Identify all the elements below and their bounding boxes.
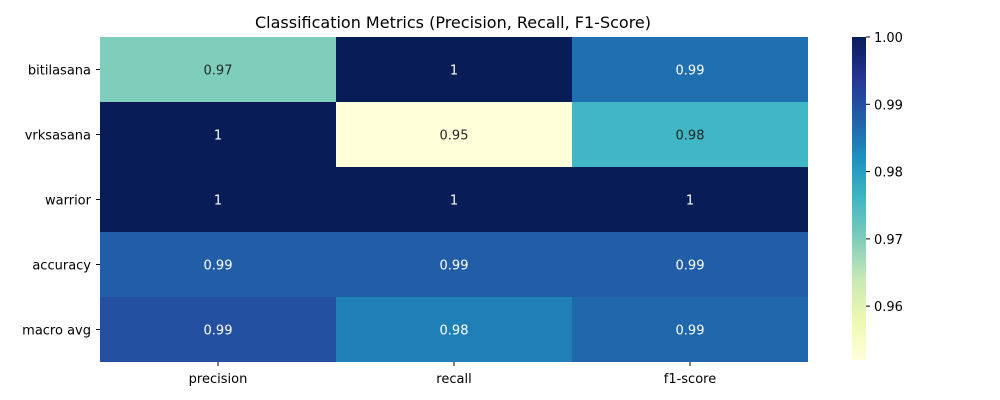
cell-value-label: 0.99 [204, 324, 233, 339]
cell-value-label: 1 [214, 129, 222, 144]
heatmap-cell [100, 37, 336, 102]
colorbar-tick-label: 0.96 [874, 300, 903, 315]
heatmap-cell [336, 37, 572, 102]
heatmap-cells: 0.97 1 0.99 1 0.95 0.98 1 1 1 0.99 0.99 0.99 0.99 0.9… [100, 37, 808, 362]
y-tick-label: warrior [45, 194, 92, 209]
cell-value-label: 0.99 [676, 324, 705, 339]
y-axis-ticks: bitilasana vrksasana warrior accuracy macro … [22, 64, 100, 339]
cell-value-label: 1 [450, 194, 458, 209]
y-tick-label: bitilasana [28, 64, 91, 79]
cell-value-label: 0.97 [204, 64, 233, 79]
cell-value-label: 1 [686, 194, 694, 209]
heatmap-cell [336, 102, 572, 167]
cell-value-label: 1 [450, 64, 458, 79]
x-tick-label: recall [436, 372, 471, 387]
cell-value-label: 0.98 [440, 324, 469, 339]
cell-value-label: 0.95 [440, 129, 469, 144]
colorbar-tick-label: 1.00 [874, 31, 903, 46]
cell-value-label: 0.99 [440, 259, 469, 274]
colorbar-tick-label: 0.99 [874, 98, 903, 113]
heatmap-cell [336, 167, 572, 232]
heatmap-cell [572, 102, 808, 167]
cell-value-label: 0.99 [204, 259, 233, 274]
colorbar-tick-label: 0.98 [874, 166, 903, 181]
colorbar-tick-label: 0.97 [874, 233, 903, 248]
x-tick-label: f1-score [664, 372, 716, 387]
colorbar-gradient [852, 37, 866, 360]
y-tick-label: macro avg [22, 324, 91, 339]
y-tick-label: vrksasana [25, 129, 91, 144]
heatmap-cell [100, 102, 336, 167]
cell-value-label: 1 [214, 194, 222, 209]
colorbar: 0.96 0.97 0.98 0.99 1.00 [852, 31, 903, 360]
cell-value-label: 0.99 [676, 259, 705, 274]
heatmap-cell [572, 37, 808, 102]
heatmap-cell [572, 232, 808, 297]
heatmap-cell [572, 167, 808, 232]
x-axis-ticks: precision recall f1-score [189, 362, 716, 387]
chart-title: Classification Metrics (Precision, Recal… [255, 13, 651, 32]
y-tick-label: accuracy [32, 259, 91, 274]
heatmap-cell [100, 232, 336, 297]
cell-value-label: 0.99 [676, 64, 705, 79]
heatmap-cell [336, 232, 572, 297]
heatmap-cell [100, 167, 336, 232]
heatmap-cell [336, 297, 572, 362]
x-tick-label: precision [189, 372, 248, 387]
cell-value-label: 0.98 [676, 129, 705, 144]
heatmap-cell [100, 297, 336, 362]
heatmap-cell [572, 297, 808, 362]
